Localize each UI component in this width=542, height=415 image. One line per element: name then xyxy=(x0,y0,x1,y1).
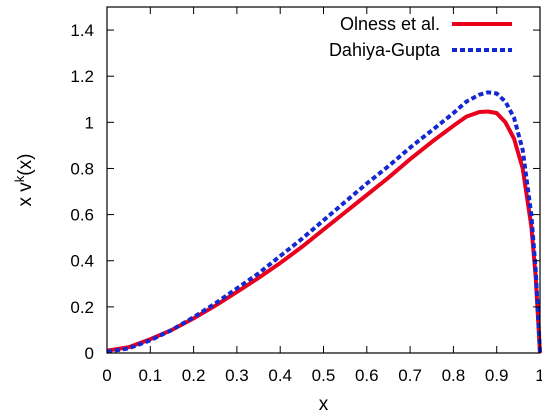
x-tick-label: 0.8 xyxy=(442,366,466,385)
y-tick-label: 1.4 xyxy=(70,21,94,40)
x-tick-label: 0.5 xyxy=(312,366,336,385)
legend: Olness et al. Dahiya-Gupta xyxy=(329,14,512,60)
y-tick-label: 0.2 xyxy=(70,298,94,317)
x-tick-label: 1 xyxy=(535,366,542,385)
x-axis-title: x xyxy=(319,394,329,415)
x-tick-label: 0.3 xyxy=(225,366,249,385)
y-tick-label: 0.8 xyxy=(70,159,94,178)
series-line-2 xyxy=(106,90,542,354)
y-tick-label: 1 xyxy=(85,113,94,132)
x-tick-label: 0 xyxy=(102,366,111,385)
y-tick-label: 0 xyxy=(85,344,94,363)
y-axis-title-superscript: k xyxy=(12,175,27,182)
x-tick-label: 0.1 xyxy=(138,366,162,385)
x-tick-label: 0.6 xyxy=(355,366,379,385)
x-tick-label: 0.9 xyxy=(485,366,509,385)
y-axis-title-suffix: (x) xyxy=(15,154,36,176)
y-tick-label: 1.2 xyxy=(70,67,94,86)
x-tick-label: 0.7 xyxy=(398,366,422,385)
legend-label-2: Dahiya-Gupta xyxy=(329,40,441,60)
x-tick-label: 0.2 xyxy=(182,366,206,385)
y-tick-label: 0.6 xyxy=(70,206,94,225)
plot-frame xyxy=(106,6,541,354)
ticks-layer xyxy=(106,7,541,354)
series-line-1 xyxy=(106,109,542,354)
y-axis-title-main: x v xyxy=(15,182,36,207)
series-layer xyxy=(106,90,542,354)
y-axis-title: x vk(x) xyxy=(12,154,36,207)
legend-label-1: Olness et al. xyxy=(340,14,440,34)
tick-labels-layer: 0 0.1 0.2 0.3 0.4 0.5 0.6 0.7 0.8 0.9 1 0 0.2 0.4 0.6 0… xyxy=(70,21,542,385)
y-tick-label: 0.4 xyxy=(70,252,94,271)
x-tick-label: 0.4 xyxy=(268,366,292,385)
